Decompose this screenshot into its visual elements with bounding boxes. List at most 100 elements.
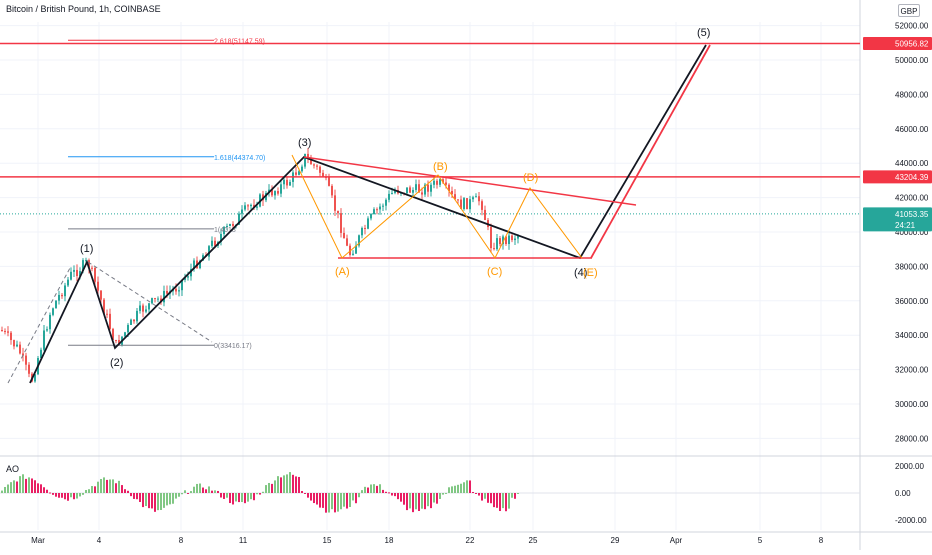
ao-bar [13,480,15,493]
triangle-upper-line [303,156,637,206]
candle-body [463,198,465,209]
time-tick-label: 15 [323,536,332,545]
ao-bar [154,493,156,512]
ao-bar [175,493,177,499]
ao-bar [130,493,132,497]
candle-body [442,179,444,183]
price-badge-label: 43204.39 [895,173,929,182]
candle-body [247,205,249,207]
ao-bar [88,489,90,493]
ao-indicator-label[interactable]: AO [6,464,20,474]
ao-bar [436,493,438,504]
candle-body [103,299,105,314]
ao-bar [49,492,51,494]
ao-bar [418,493,420,511]
ao-bar [22,474,24,493]
ao-bar [265,485,267,493]
ao-bar [442,493,444,495]
ao-bar [61,493,63,498]
candle-body [367,218,369,229]
ao-bar [277,476,279,493]
candle-body [154,298,156,300]
candle-body [226,226,228,228]
candle-body [277,191,279,194]
ao-bar [124,489,126,493]
candle-body [508,235,510,245]
ao-bar [37,483,39,493]
ao-bar [481,493,483,501]
candle-body [193,260,195,269]
ao-bar [163,493,165,508]
ao-bar [73,493,75,500]
ao-bar [400,493,402,502]
candle-body [364,228,366,230]
candle-body [88,260,90,268]
ao-bar [214,490,216,493]
ao-bar [82,493,84,495]
candle-body [304,153,306,167]
ao-bar [100,478,102,493]
candle-body [49,314,51,330]
candle-body [100,290,102,300]
ao-bar [280,477,282,493]
ao-bar [235,493,237,502]
price-tick-label: 34000.00 [895,331,929,340]
candle-body [343,232,345,239]
candle-body [406,187,408,194]
candle-body [328,177,330,186]
candle-body [460,199,462,209]
candle-body [208,246,210,257]
time-tick-label: 11 [239,536,248,545]
candle-body [478,196,480,202]
candle-body [250,204,252,207]
projection-line [87,261,213,343]
ao-bar [403,493,405,505]
candle-body [466,198,468,210]
candle-body [451,190,453,195]
candle-body [346,238,348,246]
candle-body [457,199,459,201]
ao-bar [229,493,231,504]
ao-bar [490,493,492,504]
wave5-projection [590,44,711,259]
time-tick-label: Apr [670,536,683,545]
ao-bar [286,474,288,493]
ao-bar [325,493,327,513]
candle-body [481,201,483,210]
ao-bar [391,493,393,496]
ao-bar [493,493,495,508]
candle-body [349,245,351,255]
candle-body [379,206,381,210]
abcde-path [291,154,583,259]
candle-body [28,364,30,374]
ao-bar [475,493,477,494]
ao-bar [352,493,354,501]
candle-body [166,290,168,294]
candle-body [148,303,150,310]
candle-body [427,184,429,192]
ao-bar [253,493,255,501]
ao-bar [202,487,204,493]
candle-body [127,324,129,333]
ao-bar [448,487,450,493]
wave-label: (4) [574,267,587,279]
price-tick-label: 40000.00 [895,228,929,237]
price-badge [863,37,932,51]
candle-body [64,285,66,297]
ao-bar [361,490,363,493]
ao-tick-label: 0.00 [895,489,911,498]
candle-body [490,227,492,249]
ao-bar [10,482,12,493]
ao-bar [262,491,264,493]
candle-body [82,260,84,272]
candle-body [91,267,93,269]
ao-bar [220,493,222,498]
candle-body [34,374,36,382]
candle-body [319,166,321,173]
countdown-label: 24:21 [895,221,916,230]
currency-badge[interactable]: GBP [898,4,920,17]
candle-body [298,171,300,175]
